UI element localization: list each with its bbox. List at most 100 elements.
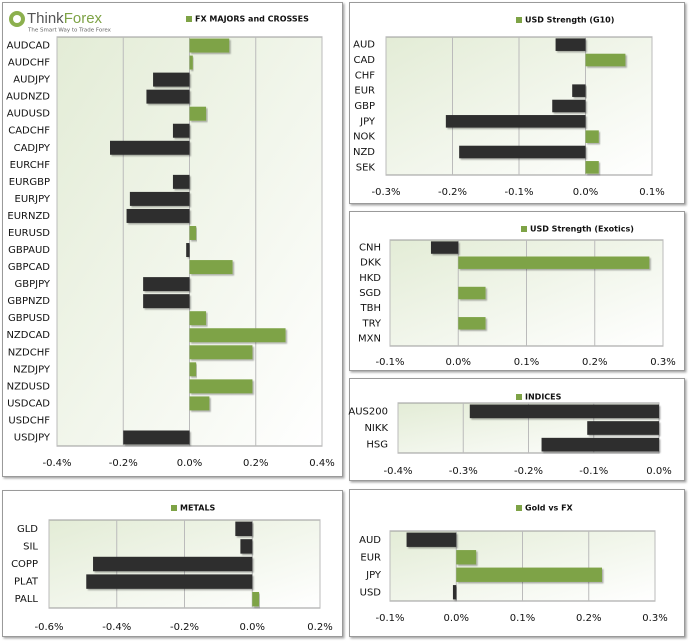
bar bbox=[456, 550, 477, 565]
bar bbox=[86, 574, 253, 589]
y-tick-label: HKD bbox=[359, 273, 381, 284]
x-tick-label: 0.3% bbox=[642, 613, 667, 624]
y-tick-label: CAD bbox=[353, 55, 375, 66]
y-tick-label: AUDJPY bbox=[13, 75, 51, 86]
legend-label: Gold vs FX bbox=[525, 504, 574, 513]
y-tick-label: AUD bbox=[353, 40, 375, 51]
bar bbox=[585, 53, 626, 67]
bar bbox=[143, 294, 190, 309]
y-tick-label: GLD bbox=[17, 524, 38, 535]
x-tick-label: -0.3% bbox=[371, 187, 400, 198]
bar bbox=[585, 130, 599, 143]
legend-label: FX MAJORS and CROSSES bbox=[195, 15, 309, 24]
x-tick-label: -0.2% bbox=[170, 622, 199, 633]
x-tick-label: -0.4% bbox=[383, 466, 412, 477]
x-tick-label: -0.3% bbox=[449, 466, 478, 477]
y-tick-label: PALL bbox=[15, 594, 39, 605]
y-tick-label: EUR bbox=[360, 552, 381, 563]
bar bbox=[189, 225, 197, 240]
bar bbox=[123, 430, 190, 445]
y-tick-label: PLAT bbox=[14, 577, 39, 588]
y-tick-label: GBPCAD bbox=[8, 262, 50, 273]
chart: -0.1% 0.0% 0.1% 0.2% 0.3% CNH DKK HKD SGD TBH TRY M… bbox=[358, 225, 676, 369]
x-tick-label: 0.0% bbox=[177, 458, 202, 469]
bar bbox=[572, 84, 586, 97]
y-tick-label: EUR bbox=[354, 86, 375, 97]
y-tick-label: AUDCHF bbox=[8, 58, 50, 69]
bar bbox=[189, 379, 253, 394]
bar bbox=[129, 191, 190, 206]
y-tick-label: GBPJPY bbox=[14, 279, 50, 290]
bar bbox=[458, 286, 486, 300]
bar bbox=[555, 38, 586, 51]
legend-swatch bbox=[521, 226, 527, 232]
y-tick-label: AUD bbox=[359, 535, 381, 546]
legend-swatch bbox=[516, 17, 522, 23]
logo-text: ThinkForex bbox=[27, 10, 103, 27]
bar bbox=[153, 72, 190, 87]
bar bbox=[587, 421, 659, 435]
x-tick-label: 0.4% bbox=[309, 458, 334, 469]
legend-swatch bbox=[516, 505, 522, 511]
x-tick-label: 0.3% bbox=[650, 357, 675, 368]
x-tick-label: -0.4% bbox=[102, 622, 131, 633]
y-tick-label: TRY bbox=[361, 318, 381, 329]
y-tick-label: JPY bbox=[359, 116, 376, 127]
bar bbox=[458, 317, 486, 330]
y-tick-label: NZDUSD bbox=[7, 381, 51, 392]
bar bbox=[189, 55, 193, 70]
bar bbox=[552, 99, 586, 113]
y-tick-label: CHF bbox=[355, 70, 376, 81]
bar bbox=[143, 277, 190, 292]
y-tick-label: NOK bbox=[353, 132, 375, 143]
y-tick-label: USDJPY bbox=[14, 432, 51, 443]
y-tick-label: CNH bbox=[359, 243, 381, 254]
x-tick-label: -0.1% bbox=[375, 613, 404, 624]
y-tick-label: SEK bbox=[356, 162, 376, 173]
x-tick-label: 0.0% bbox=[240, 622, 265, 633]
y-tick-label: NIKK bbox=[364, 423, 388, 434]
x-tick-label: 0.2% bbox=[307, 622, 332, 633]
y-tick-label: EURJPY bbox=[15, 194, 51, 205]
x-tick-label: 0.0% bbox=[444, 613, 469, 624]
bar bbox=[541, 437, 659, 452]
y-tick-label: COPP bbox=[11, 559, 38, 570]
bar bbox=[146, 89, 190, 104]
y-tick-label: USDCHF bbox=[8, 415, 50, 426]
y-tick-label: GBPNZD bbox=[7, 296, 50, 307]
bar bbox=[459, 145, 586, 159]
bar bbox=[406, 532, 457, 547]
bar bbox=[458, 256, 650, 269]
legend-swatch bbox=[516, 394, 522, 400]
bar bbox=[110, 140, 190, 155]
y-tick-label: AUDUSD bbox=[7, 109, 51, 120]
x-tick-label: 0.1% bbox=[639, 187, 664, 198]
y-tick-label: GBPUSD bbox=[8, 313, 50, 324]
chart: -0.4% -0.2% 0.0% 0.2% 0.4% AUDCAD AUDCHF AUDJPY… bbox=[6, 15, 335, 470]
bar bbox=[585, 161, 599, 174]
legend-swatch bbox=[171, 505, 177, 511]
bar bbox=[189, 106, 207, 121]
y-tick-label: USD bbox=[360, 587, 382, 598]
bar bbox=[430, 241, 459, 254]
legend-swatch bbox=[186, 16, 192, 22]
bar bbox=[126, 208, 190, 223]
bar bbox=[452, 585, 457, 600]
bar bbox=[93, 556, 253, 572]
bar bbox=[172, 174, 190, 189]
y-tick-label: GBPAUD bbox=[8, 245, 50, 256]
x-tick-label: 0.2% bbox=[243, 458, 268, 469]
bar bbox=[235, 521, 253, 537]
brand-forex: Forex bbox=[64, 10, 103, 27]
x-tick-label: -0.2% bbox=[514, 466, 543, 477]
x-tick-label: -0.1% bbox=[579, 466, 608, 477]
y-tick-label: HSG bbox=[366, 440, 388, 451]
x-tick-label: 0.0% bbox=[573, 187, 598, 198]
legend-label: METALS bbox=[180, 504, 216, 513]
y-tick-label: TBH bbox=[360, 303, 382, 314]
y-tick-label: USDCAD bbox=[7, 398, 50, 409]
x-tick-label: 0.1% bbox=[514, 357, 539, 368]
bar bbox=[189, 328, 286, 343]
legend-label: USD Strength (Exotics) bbox=[530, 225, 634, 234]
bar bbox=[189, 396, 210, 411]
